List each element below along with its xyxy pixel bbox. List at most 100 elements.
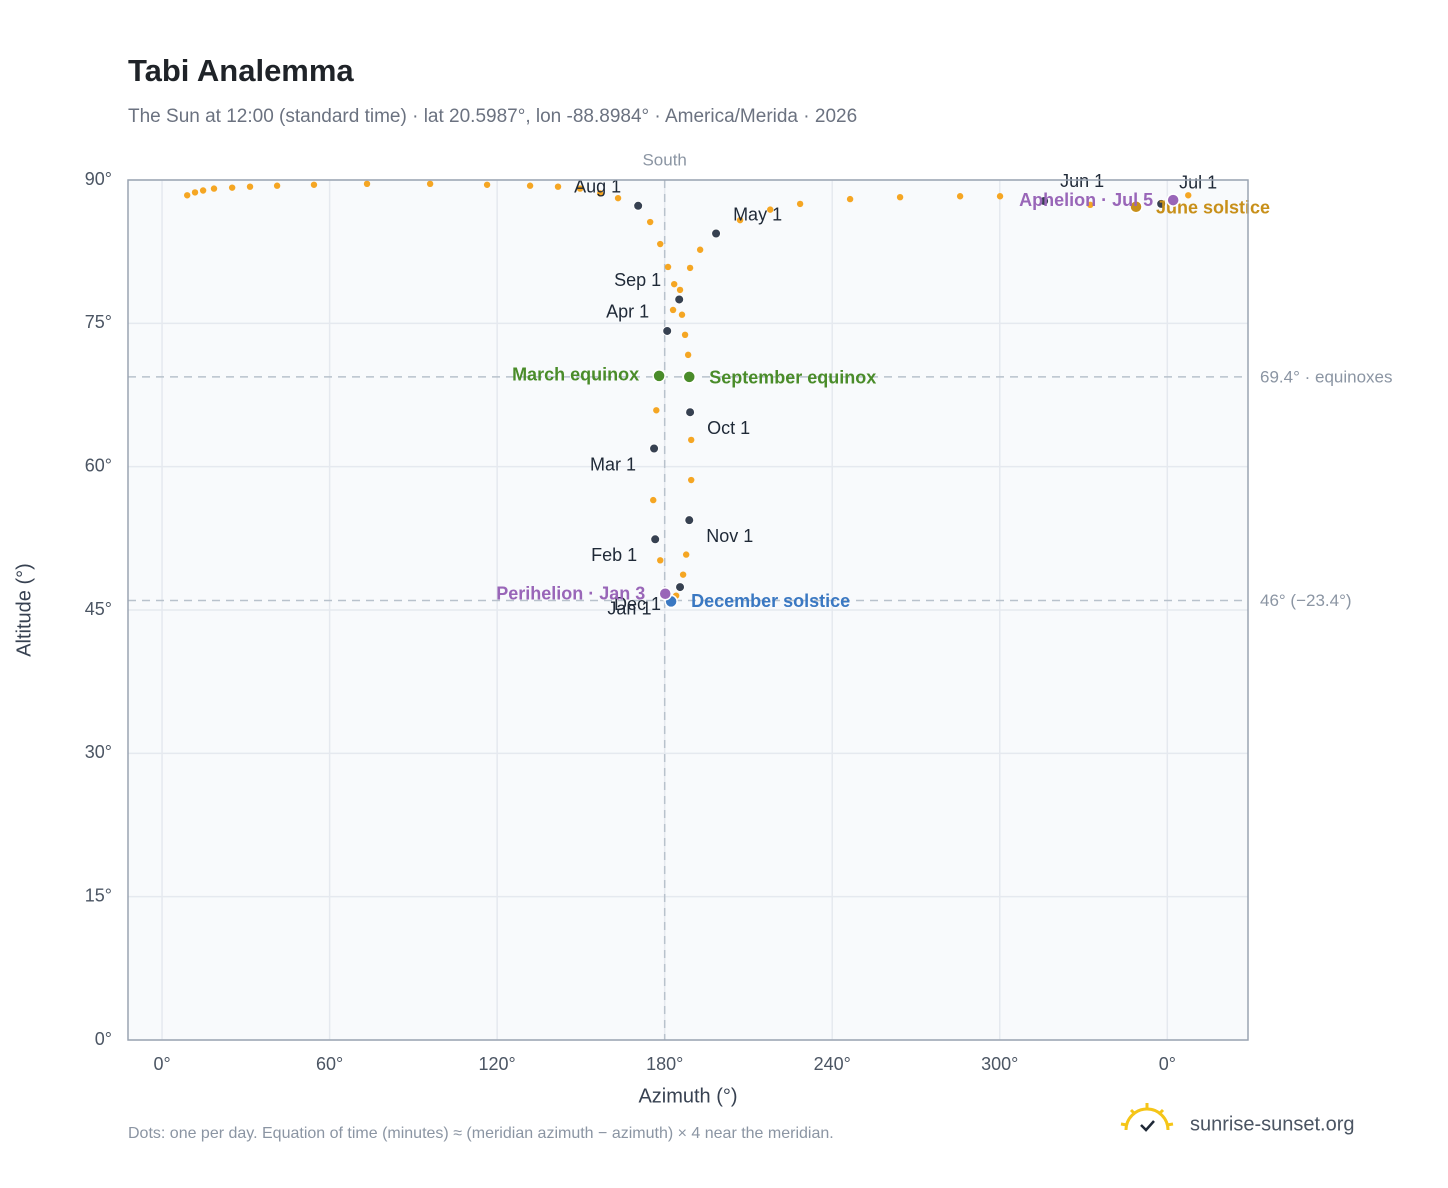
sun-dot — [1185, 192, 1192, 199]
x-tick-label: 240° — [814, 1054, 851, 1074]
reference-label: 69.4° · equinoxes — [1260, 367, 1393, 386]
y-tick-label: 75° — [85, 312, 112, 332]
x-axis-label: Azimuth (°) — [638, 1085, 737, 1107]
month-label: Sep 1 — [614, 270, 661, 290]
month-label: Mar 1 — [590, 454, 636, 474]
sun-dot — [191, 189, 199, 196]
sun-dot — [846, 195, 854, 203]
x-tick-label: 60° — [316, 1054, 343, 1074]
brand-logo — [1120, 1103, 1174, 1132]
y-tick-label: 45° — [85, 599, 112, 619]
sun-dot — [576, 185, 584, 192]
sun-dot — [688, 436, 695, 444]
y-tick-label: 60° — [85, 455, 112, 475]
sun-dot — [688, 476, 695, 484]
sun-dot — [210, 185, 218, 192]
markers: Jan 1 Feb 1 Mar 1 Apr 1 May 1 Jun 1 Jul 1 Aug 1… — [496, 171, 1270, 619]
brand: sunrise-sunset.org — [1190, 1113, 1355, 1135]
month-marker — [1156, 198, 1167, 209]
sun-dot — [996, 193, 1004, 200]
sun-dot — [614, 194, 622, 202]
event-marker — [1129, 200, 1143, 214]
month-marker — [685, 407, 696, 418]
sun-dot — [681, 331, 689, 338]
sun-dot — [767, 206, 774, 213]
event-marker — [1166, 193, 1180, 207]
sun-dot — [310, 181, 318, 188]
sun-dot — [676, 286, 684, 294]
y-tick-label: 15° — [85, 885, 112, 905]
month-label: Aug 1 — [574, 177, 621, 197]
sun-dot — [646, 218, 654, 226]
sun-dot — [686, 264, 694, 272]
y-tick-label: 30° — [85, 742, 112, 762]
sun-dot — [183, 192, 191, 199]
sun-dot — [696, 246, 704, 253]
month-label: Jun 1 — [1060, 171, 1104, 191]
sun-dot — [669, 306, 677, 314]
event-label: September equinox — [709, 368, 876, 388]
sun-dot — [796, 200, 804, 208]
event-label: Aphelion · Jul 5 — [1019, 190, 1153, 210]
month-marker — [650, 534, 661, 545]
reference-label: 46° (−23.4°) — [1260, 591, 1352, 610]
event-label: December solstice — [691, 591, 850, 611]
month-marker — [675, 582, 686, 593]
sun-dot — [526, 182, 534, 189]
sun-dot — [956, 193, 964, 200]
x-tick-label: 120° — [479, 1054, 516, 1074]
chart-title: Tabi Analemma — [128, 53, 354, 88]
event-marker — [658, 587, 672, 601]
month-label: Dec 1 — [614, 594, 661, 614]
event-label: June solstice — [1156, 198, 1270, 218]
plot-frame — [127, 179, 1249, 1041]
sun-dot — [246, 183, 254, 190]
month-label: May 1 — [733, 204, 782, 224]
month-marker — [649, 443, 660, 454]
month-label: Oct 1 — [707, 418, 750, 438]
sun-dot — [199, 187, 207, 194]
month-marker — [662, 325, 673, 336]
x-tick-label: 180° — [646, 1054, 683, 1074]
month-marker — [684, 515, 695, 526]
sun-dot — [483, 181, 491, 188]
sun-dot — [664, 263, 672, 271]
footnote: Dots: one per day. Equation of time (min… — [128, 1125, 834, 1142]
month-label: Apr 1 — [606, 302, 649, 322]
x-tick-label: 0° — [153, 1054, 170, 1074]
sun-dot — [684, 351, 692, 359]
month-label: Jan 1 — [607, 598, 651, 618]
sun-dot — [657, 240, 664, 248]
y-tick-label: 90° — [85, 169, 112, 189]
month-label: Nov 1 — [706, 526, 753, 546]
sun-dot — [670, 280, 678, 288]
month-marker — [633, 200, 644, 211]
month-label: Feb 1 — [591, 545, 637, 565]
sun-dot — [554, 183, 562, 190]
month-marker — [711, 228, 722, 239]
month-marker — [1039, 196, 1050, 207]
month-label: Jul 1 — [1179, 173, 1217, 193]
sun-dot — [679, 571, 687, 578]
chart-subtitle: The Sun at 12:00 (standard time) · lat 2… — [128, 106, 857, 127]
event-label: March equinox — [512, 365, 639, 385]
sun-dot — [657, 557, 664, 564]
sun-dot — [736, 216, 744, 224]
x-tick-label: 0° — [1159, 1054, 1176, 1074]
sun-dot — [228, 184, 236, 191]
sun-dot — [653, 407, 660, 414]
y-tick-label: 0° — [95, 1029, 112, 1049]
event-label: Perihelion · Jan 3 — [496, 584, 645, 604]
sun-dot — [596, 190, 604, 197]
sun-dot — [273, 182, 281, 189]
sun-dot — [678, 311, 686, 318]
sun-dot — [650, 496, 657, 504]
reference-label: South — [642, 150, 686, 169]
event-marker — [652, 369, 666, 383]
sun-dot — [426, 180, 434, 188]
event-marker — [682, 370, 697, 384]
sun-dot — [363, 180, 371, 188]
x-tick-label: 300° — [981, 1054, 1018, 1074]
sun-dot — [682, 551, 690, 558]
